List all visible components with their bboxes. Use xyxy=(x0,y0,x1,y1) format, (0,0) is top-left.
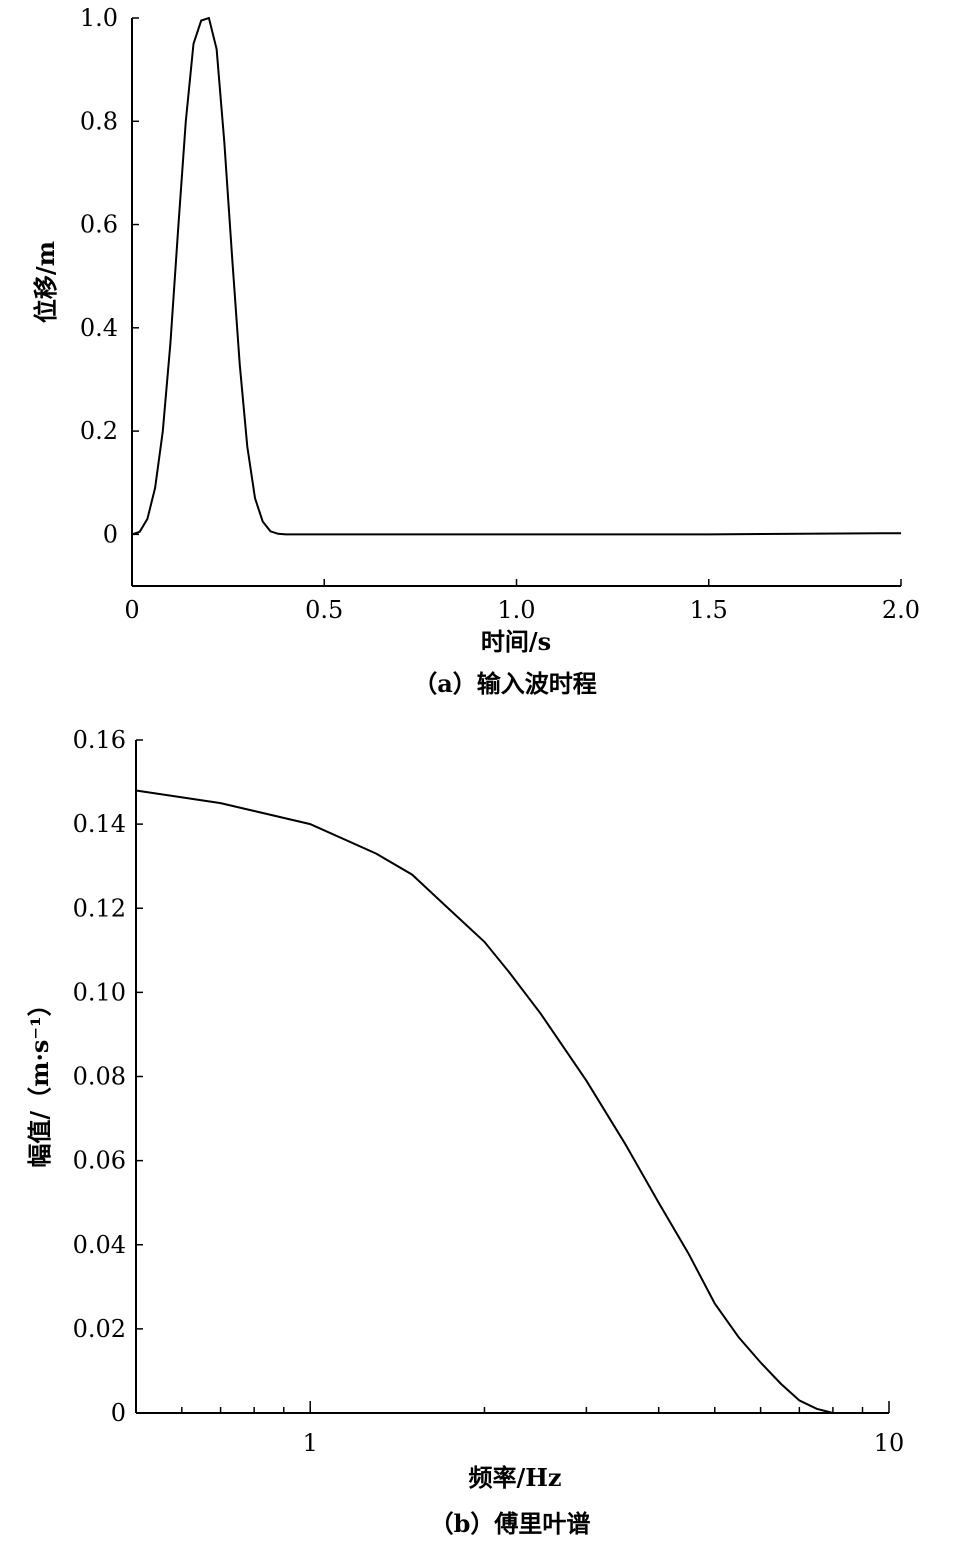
panel-a-y-tick-label: 0.8 xyxy=(80,107,118,135)
panel-a-y-tick-label: 0.6 xyxy=(80,211,118,239)
panel-a-y-tick-label: 0 xyxy=(103,520,118,548)
panel-b-x-tick-label: 1 xyxy=(303,1429,318,1457)
panel-b-x-label: 频率/Hz xyxy=(468,1463,561,1492)
panel-b-y-tick-label: 0.06 xyxy=(73,1147,126,1175)
panel-a-x-label: 时间/s xyxy=(481,627,551,656)
panel-a-x-tick-label: 0 xyxy=(124,596,139,624)
panel-b-y-label: 幅值/（m·s⁻¹） xyxy=(25,992,54,1167)
panel-a-x-tick-label: 1.5 xyxy=(690,596,728,624)
panel-b-y-ticks: 0 0.02 0.04 0.06 0.08 0.10 0.12 0.14 0.16 xyxy=(73,726,143,1427)
panel-b-y-tick-label: 0.12 xyxy=(73,894,126,922)
panel-b-fourier-spectrum: 1 10 0 0.02 0.04 0.06 0.08 0.10 0.12 0.14 0.16 频率… xyxy=(25,726,904,1538)
panel-b-caption: （b）傅里叶谱 xyxy=(430,1509,591,1538)
panel-a-x-tick-label: 2.0 xyxy=(882,596,920,624)
panel-b-y-tick-label: 0.16 xyxy=(73,726,126,754)
panel-a-y-ticks: 0 0.2 0.4 0.6 0.8 1.0 xyxy=(80,4,139,548)
panel-a-y-tick-label: 1.0 xyxy=(80,4,118,32)
panel-b-y-tick-label: 0.08 xyxy=(73,1063,126,1091)
panel-a-y-tick-label: 0.2 xyxy=(80,417,118,445)
panel-b-x-ticks: 1 10 xyxy=(135,1401,905,1457)
panel-a-y-label: 位移/m xyxy=(31,241,60,323)
panel-a-x-ticks: 0 0.5 1.0 1.5 2.0 xyxy=(124,579,920,624)
panel-b-series-line xyxy=(135,789,849,1414)
panel-b-y-tick-label: 0.10 xyxy=(73,978,126,1006)
panel-b-y-tick-label: 0.02 xyxy=(73,1315,126,1343)
panel-a-x-tick-label: 0.5 xyxy=(305,596,343,624)
panel-b-y-tick-label: 0 xyxy=(111,1399,126,1427)
panel-b-x-tick-label: 10 xyxy=(874,1429,905,1457)
panel-b-y-tick-label: 0.04 xyxy=(73,1231,126,1259)
panel-a-y-tick-label: 0.4 xyxy=(80,314,118,342)
panel-a-time-history: 0 0.5 1.0 1.5 2.0 0 0.2 0.4 0.6 0.8 1.0 时间/s 位移/m… xyxy=(31,4,920,698)
panel-a-x-tick-label: 1.0 xyxy=(497,596,535,624)
panel-a-series-line xyxy=(131,16,901,536)
panel-a-caption: （a）输入波时程 xyxy=(413,669,597,698)
panel-b-y-tick-label: 0.14 xyxy=(73,810,126,838)
